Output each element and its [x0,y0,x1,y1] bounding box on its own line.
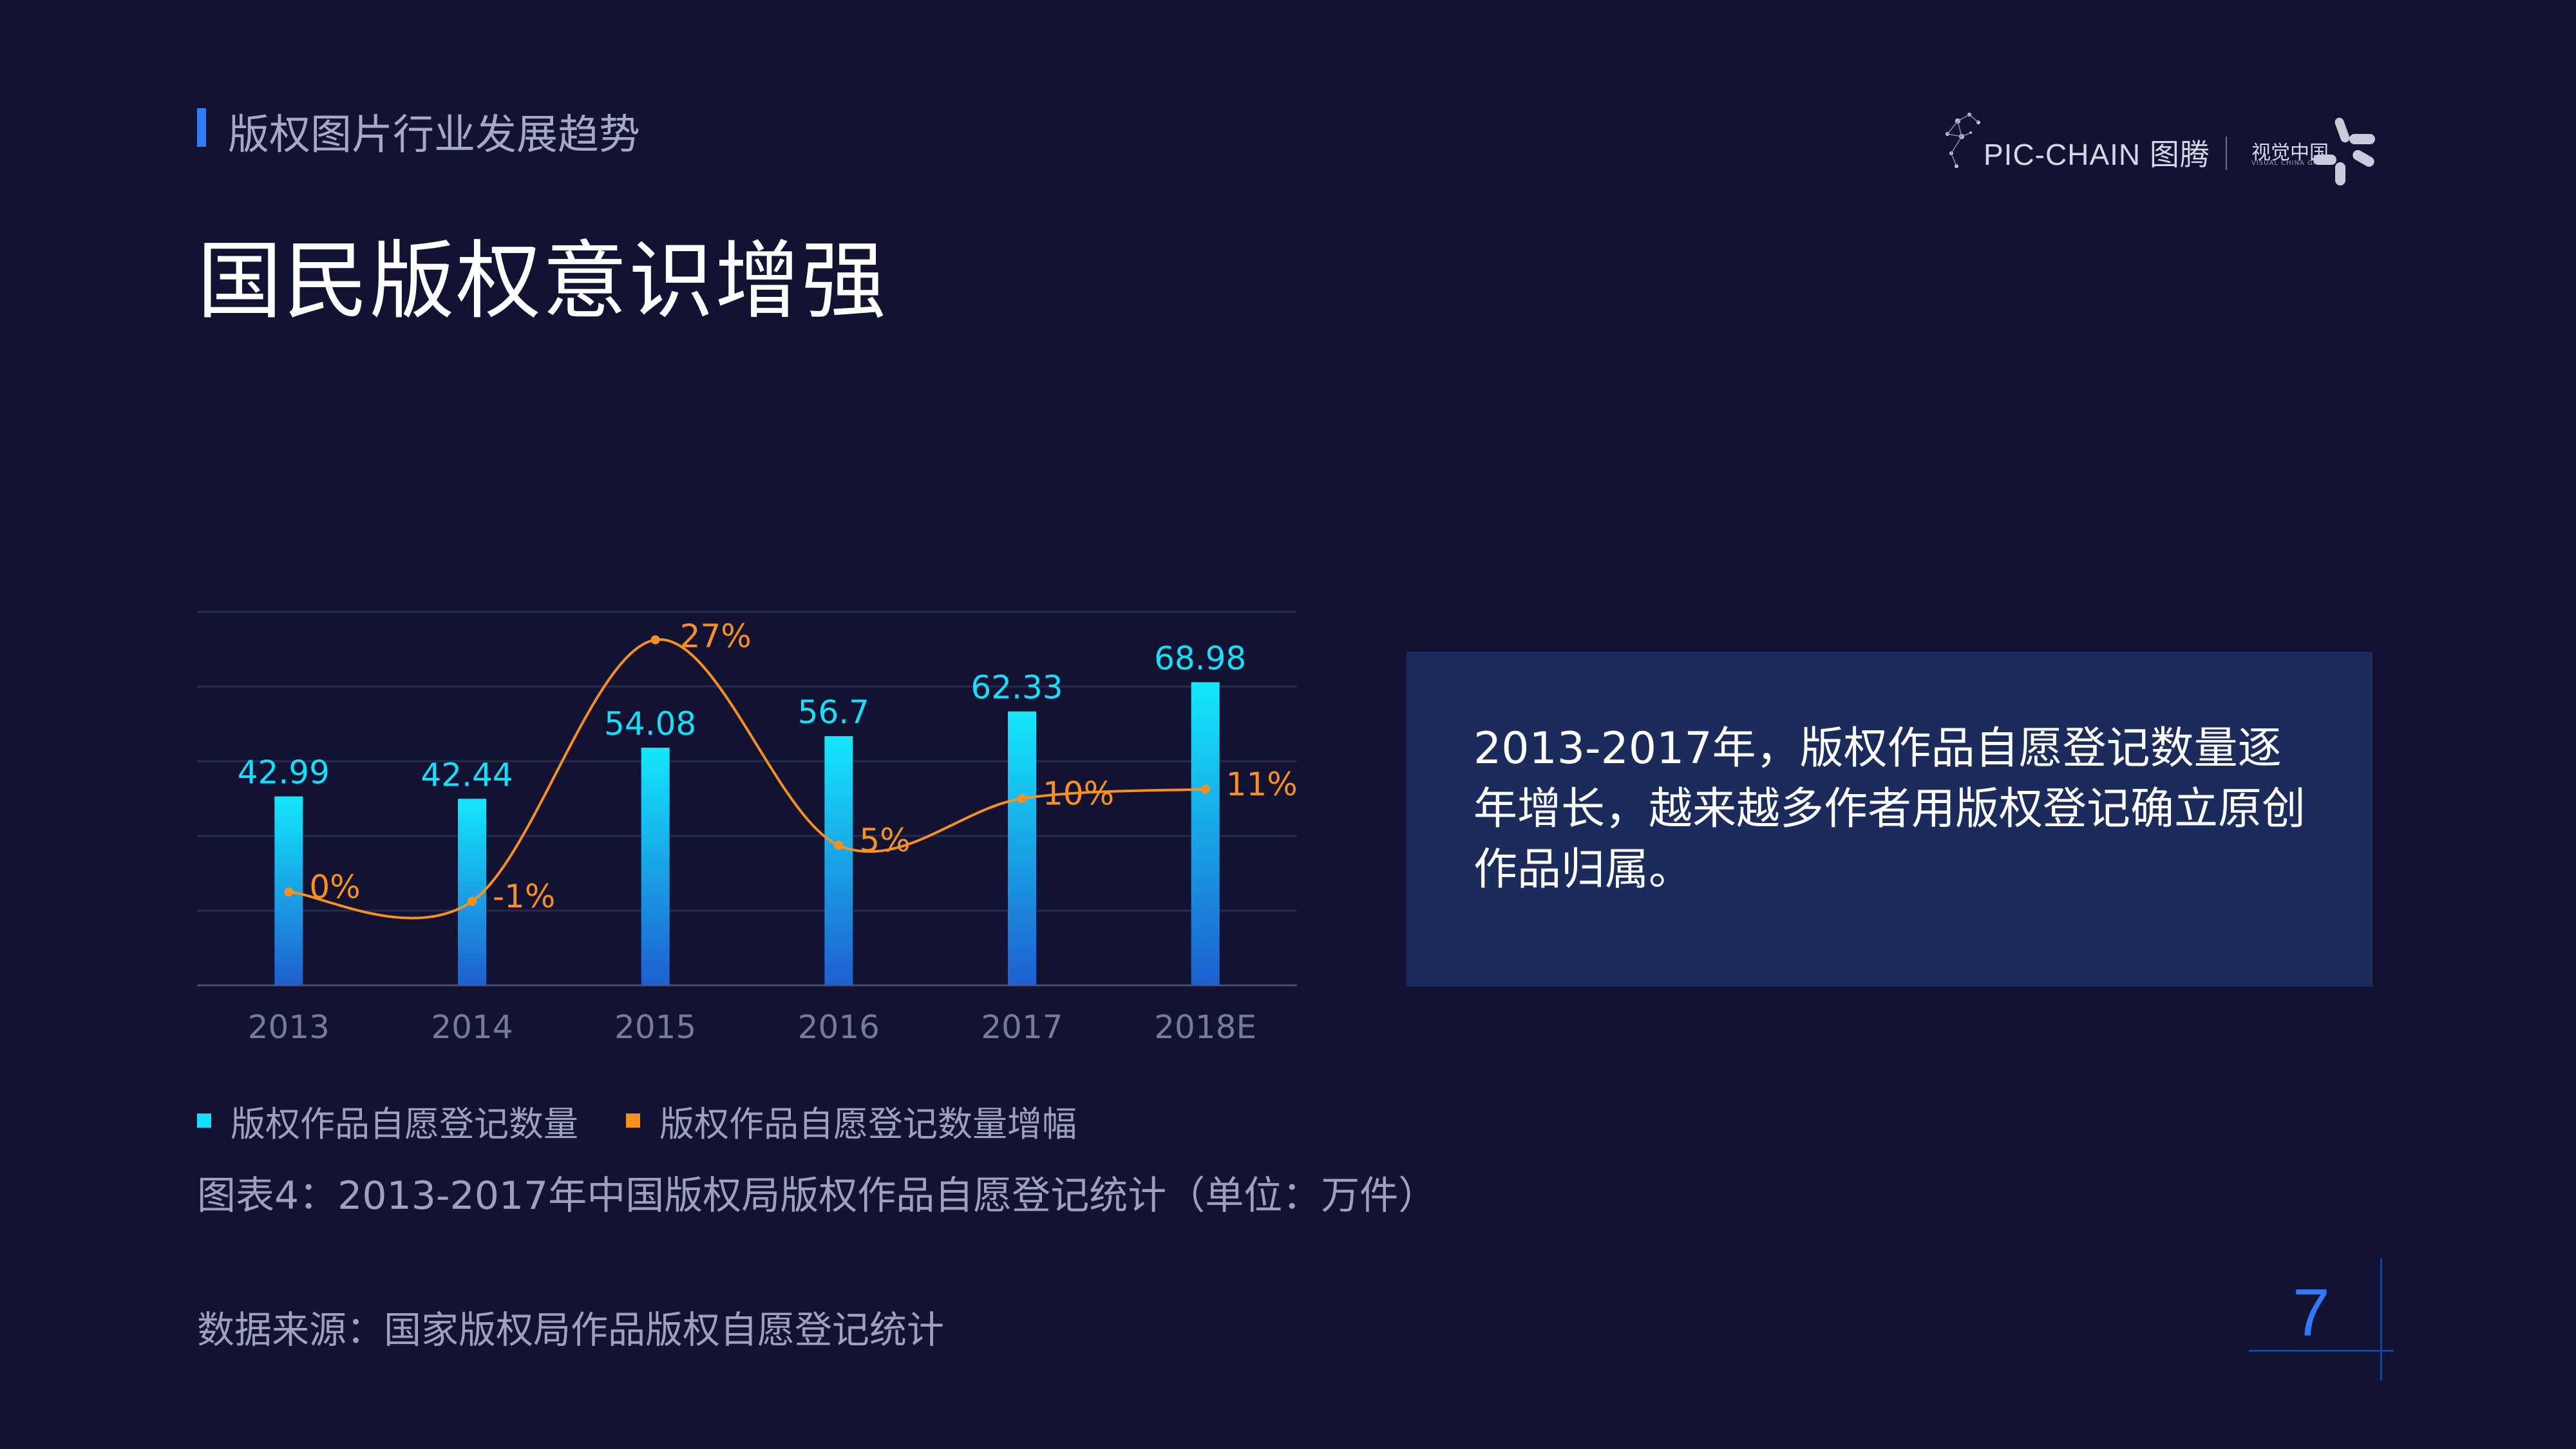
bar [1191,682,1220,985]
x-tick-label: 2015 [614,1009,696,1046]
bar-value-label: 62.33 [971,669,1063,706]
x-tick-label: 2016 [798,1009,880,1046]
growth-value-label: 10% [1043,775,1114,813]
x-tick-label: 2014 [431,1009,513,1046]
section-accent-bar [197,108,206,147]
growth-point [1200,784,1210,794]
page-title: 国民版权意识增强 [197,232,887,331]
registration-chart: 42.99 2013 42.44 2014 54.08 2015 56.7 2016 62.33… [197,611,1298,1046]
bar-value-label: 42.99 [238,754,330,791]
bar-value-label: 68.98 [1154,639,1246,677]
info-box-text: 2013-2017年，版权作品自愿登记数量逐年增长，越来越多作者用版权登记确立原… [1473,723,2306,895]
growth-point [468,896,477,906]
bar-value-label: 56.7 [798,694,869,731]
bar-value-label: 42.44 [421,756,513,793]
logo-divider [2226,137,2227,170]
chart-caption: 图表4：2013-2017年中国版权局版权作品自愿登记统计（单位：万件） [197,1173,1437,1218]
growth-point [650,635,660,645]
info-box: 2013-2017年，版权作品自愿登记数量逐年增长，越来越多作者用版权登记确立原… [1406,652,2372,987]
bar [1008,711,1036,985]
legend-swatch-cyan [197,1113,211,1128]
growth-value-label: 0% [309,869,360,906]
legend-item-bar: 版权作品自愿登记数量 [197,1095,578,1146]
growth-point [1018,794,1027,803]
header-logos: PIC-CHAIN 图腾 视觉中国 VISUAL CHINA GROUP [1938,108,2383,192]
vcg-logo-subtext: VISUAL CHINA GROUP [2251,160,2334,167]
legend-item-line: 版权作品自愿登记数量增幅 [626,1095,1077,1146]
bar [641,747,670,985]
page-number: 7 [2293,1276,2330,1350]
page-number-hline [2249,1350,2394,1352]
growth-value-label: 27% [680,618,752,655]
growth-point [284,887,294,896]
page-number-vline [2380,1258,2382,1381]
pic-chain-logo-icon [1946,113,1980,168]
bar [824,736,853,985]
growth-value-label: 11% [1226,766,1298,803]
x-tick-label: 2013 [248,1009,330,1046]
vcg-logo-icon [2313,117,2375,185]
growth-value-label: -1% [493,878,555,915]
legend-label: 版权作品自愿登记数量增幅 [659,1103,1077,1144]
growth-value-label: 5% [859,822,910,859]
growth-point [834,840,844,850]
legend-swatch-orange [626,1113,640,1128]
bar-value-label: 54.08 [604,705,696,743]
data-source: 数据来源：国家版权局作品版权自愿登记统计 [197,1308,945,1352]
section-title: 版权图片行业发展趋势 [228,111,640,159]
x-tick-label: 2018E [1154,1009,1256,1046]
pic-chain-logo-text: PIC-CHAIN 图腾 [1984,138,2210,171]
legend-label: 版权作品自愿登记数量 [231,1103,578,1144]
x-tick-label: 2017 [981,1009,1063,1046]
